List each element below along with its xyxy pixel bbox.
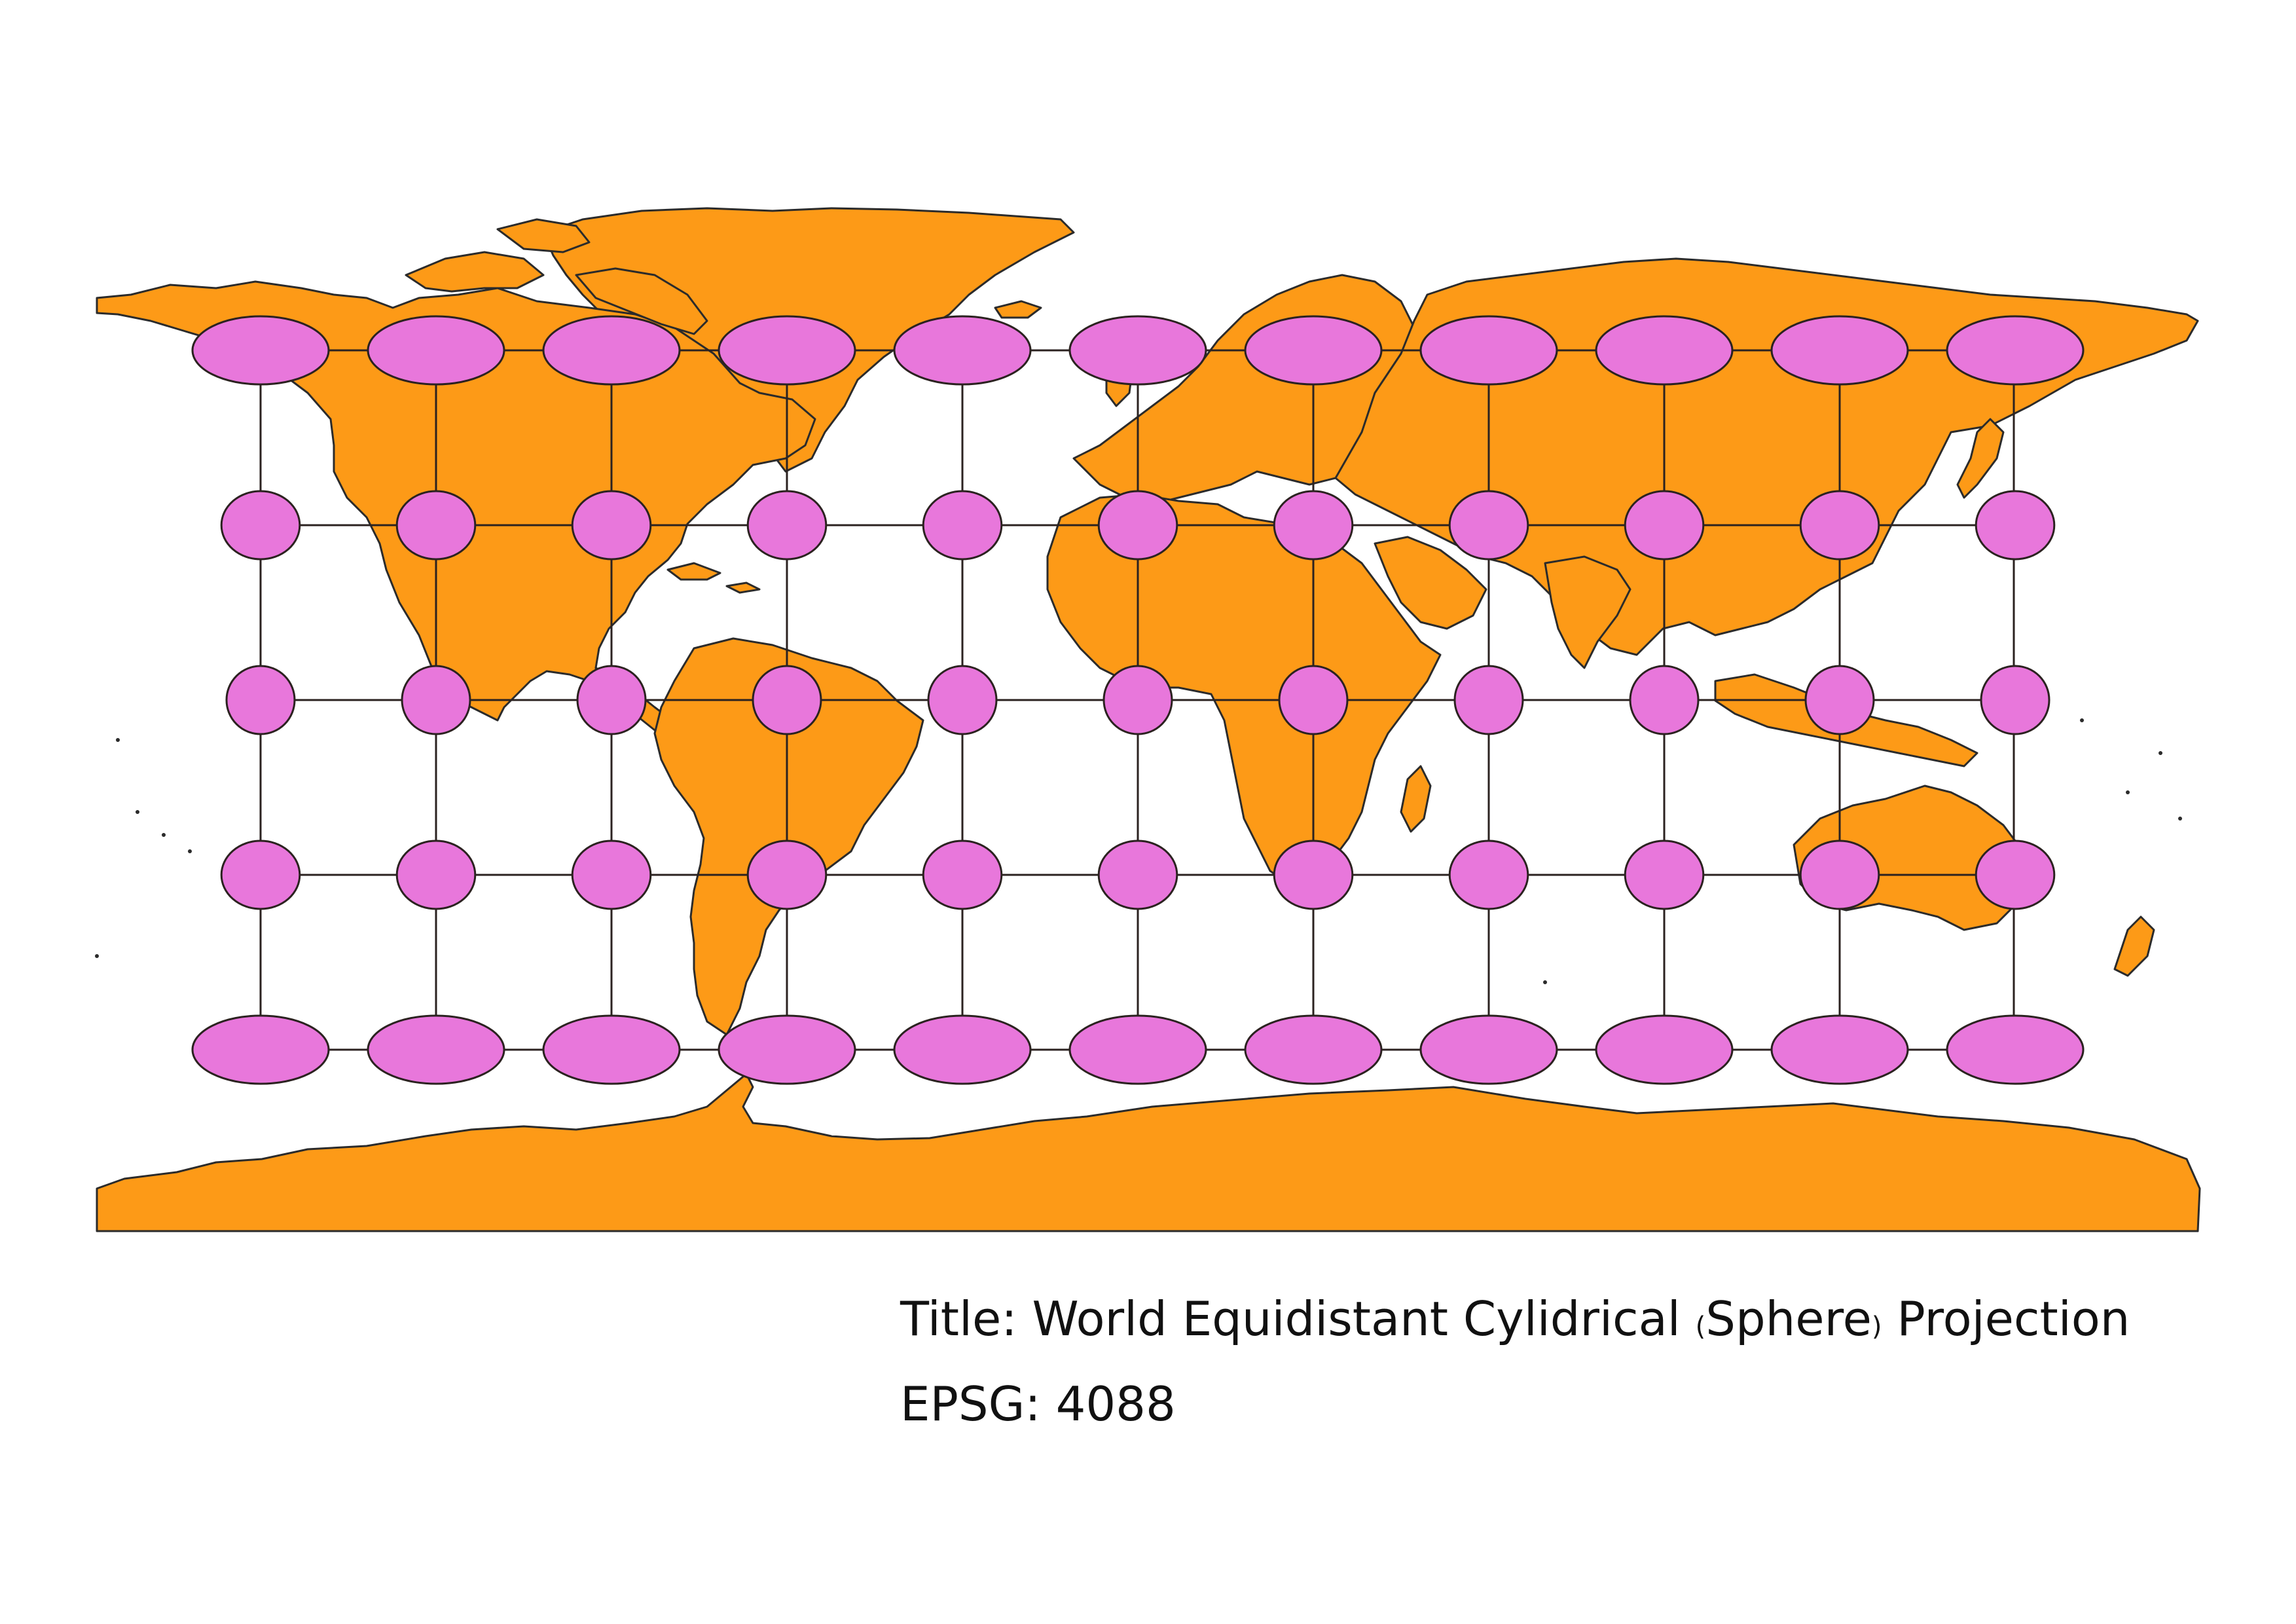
tissot-indicatrix [746, 490, 828, 561]
epsg-label: EPSG [900, 1376, 1025, 1431]
tissot-indicatrix [1448, 840, 1529, 910]
tissot-indicatrix [191, 1014, 330, 1085]
projection-name: World Equidistant Cylidrical [1032, 1291, 1681, 1346]
tissot-indicatrix [367, 1014, 505, 1085]
tissot-indicatrix [395, 490, 477, 561]
tissot-indicatrix [1975, 840, 2056, 910]
tissot-indicatrix [1980, 665, 2050, 735]
tissot-indicatrix [1244, 315, 1383, 386]
caribbean-islands [666, 562, 761, 594]
tissot-indicatrix [220, 840, 301, 910]
ellesmere-island [496, 218, 591, 253]
tissot-indicatrix [395, 840, 477, 910]
tissot-indicatrix [1419, 1014, 1558, 1085]
baffin-island [575, 267, 708, 335]
tissot-indicatrix [1624, 840, 1705, 910]
tissot-indicatrix [1453, 665, 1524, 735]
arabian-peninsula [1374, 536, 1487, 630]
title-prefix: Title [900, 1291, 1002, 1346]
tissot-indicatrix [367, 315, 505, 386]
tissot-indicatrix [1448, 490, 1529, 561]
tissot-indicatrix [1244, 1014, 1383, 1085]
tissot-indicatrix [220, 490, 301, 561]
map-caption: Title: World Equidistant Cylidrical (Sph… [900, 1280, 2130, 1443]
madagascar [1400, 765, 1432, 833]
tissot-indicatrix [718, 315, 856, 386]
tissot-indicatrix [893, 315, 1032, 386]
tissot-indicatrix [1770, 1014, 1909, 1085]
tissot-indicatrix [922, 490, 1003, 561]
antarctica-landmass [96, 1073, 2201, 1232]
epsg-code: 4088 [1055, 1376, 1176, 1431]
new-zealand [2113, 915, 2155, 977]
tissot-indicatrix [893, 1014, 1032, 1085]
tissot-indicatrix [571, 490, 652, 561]
tissot-indicatrix [1804, 665, 1875, 735]
tissot-indicatrix [542, 315, 681, 386]
tissot-indicatrix [225, 665, 296, 735]
tissot-indicatrix [1273, 490, 1354, 561]
tissot-indicatrix [1068, 1014, 1207, 1085]
tissot-indicatrix [1419, 315, 1558, 386]
title-line: Title: World Equidistant Cylidrical (Sph… [900, 1291, 2130, 1346]
tissot-indicatrix [576, 665, 647, 735]
tissot-indicatrix-layer [191, 315, 2085, 1085]
indian-subcontinent [1544, 555, 1631, 669]
tissot-indicatrix [1278, 665, 1349, 735]
south-america-landmass [653, 637, 924, 1036]
tissot-indicatrix [1097, 490, 1178, 561]
tissot-indicatrix [927, 665, 998, 735]
small-islands [95, 718, 2182, 984]
canadian-archipelago [405, 251, 545, 293]
tissot-indicatrix [746, 840, 828, 910]
tissot-indicatrix [542, 1014, 681, 1085]
tissot-indicatrix [401, 665, 471, 735]
tissot-indicatrix [1946, 315, 2085, 386]
tissot-indicatrix [718, 1014, 856, 1085]
tissot-indicatrix [571, 840, 652, 910]
tissot-indicatrix [1975, 490, 2056, 561]
tissot-indicatrix [1097, 840, 1178, 910]
tissot-indicatrix [752, 665, 822, 735]
projection-suffix: Projection [1897, 1291, 2130, 1346]
tissot-indicatrix [1629, 665, 1700, 735]
tissot-indicatrix [1595, 1014, 1734, 1085]
japan [1956, 418, 2005, 499]
tissot-indicatrix [1946, 1014, 2085, 1085]
tissot-indicatrix [1624, 490, 1705, 561]
tissot-indicatrix [1595, 315, 1734, 386]
tissot-indicatrix [1273, 840, 1354, 910]
tissot-indicatrix [1102, 665, 1173, 735]
epsg-line: EPSG: 4088 [900, 1376, 1176, 1431]
tissot-indicatrix [1770, 315, 1909, 386]
tissot-indicatrix [191, 315, 330, 386]
iceland [994, 300, 1042, 319]
projection-paren-word: Sphere [1705, 1291, 1872, 1346]
tissot-indicatrix [1799, 840, 1880, 910]
tissot-indicatrix [1799, 490, 1880, 561]
tissot-indicatrix [922, 840, 1003, 910]
tissot-indicatrix [1068, 315, 1207, 386]
